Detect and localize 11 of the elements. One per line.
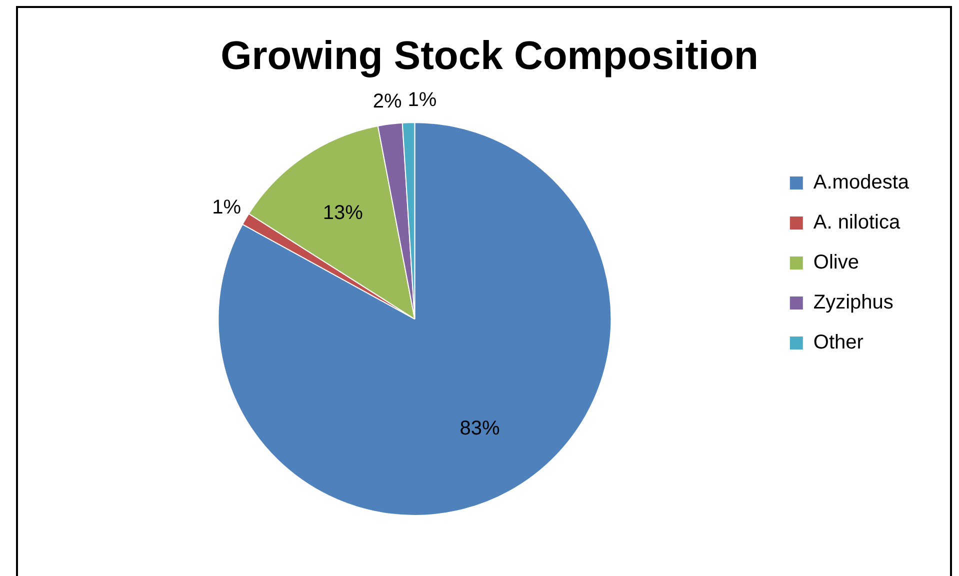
data-label: 2% bbox=[372, 90, 402, 113]
legend-label: Zyziphus bbox=[813, 292, 894, 314]
data-label: 1% bbox=[212, 196, 242, 218]
data-label: 83% bbox=[460, 417, 500, 440]
data-label: 13% bbox=[322, 202, 364, 224]
chart-title: Growing Stock Composition bbox=[220, 34, 758, 78]
legend-label: A. nilotica bbox=[813, 212, 901, 234]
legend-label: Other bbox=[813, 332, 864, 354]
data-label: 1% bbox=[408, 89, 437, 112]
legend-label: A.modesta bbox=[813, 172, 910, 194]
legend-label: Olive bbox=[813, 252, 859, 274]
